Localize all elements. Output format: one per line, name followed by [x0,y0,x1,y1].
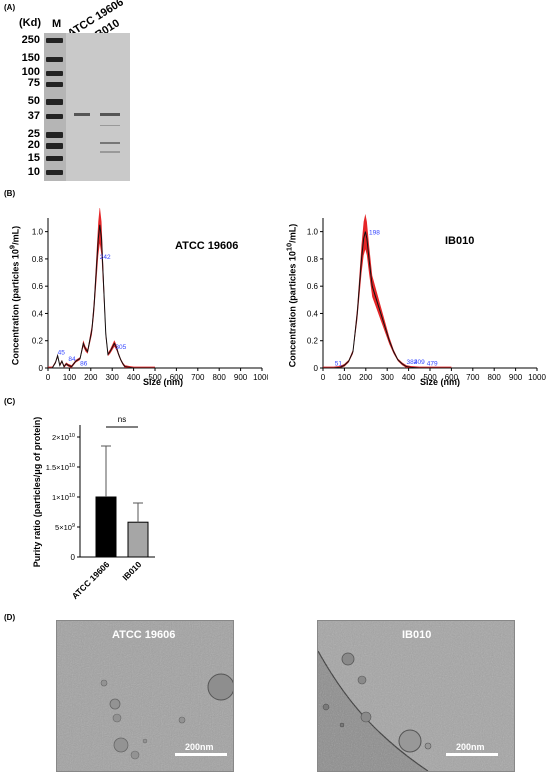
nta-ib010-ylabel: Concentration (particles 1010/mL) [284,223,298,368]
category-label: IB010 [120,559,143,582]
x-tick-label: 600 [445,373,459,382]
mean-line [323,231,452,369]
x-tick-label: 200 [359,373,373,382]
significance-label: ns [118,415,126,424]
bar [127,521,149,558]
nta-atcc-ylabel: Concentration (particles 109/mL) [7,225,21,366]
kd-label: (Kd) [19,17,41,29]
y-tick-label: 2×1010 [52,433,75,442]
kd-marker-150: 150 [21,52,40,64]
x-tick-label: 1000 [253,373,268,382]
y-tick-label: 0 [39,364,44,373]
x-tick-label: 1000 [528,373,546,382]
panel-label-b: (B) [4,189,16,198]
x-tick-label: 300 [381,373,395,382]
peak-label: 45 [58,349,66,356]
bar [95,496,117,558]
x-tick-label: 100 [63,373,77,382]
panel-label-d: (D) [4,613,16,622]
peak-label: 479 [427,360,438,367]
error-band [48,208,155,368]
gel-image [44,33,130,181]
purity-plot: 0 5×109 1×1010 1.5×1010 2×1010 ATCC 19606 IB01… [46,415,155,601]
y-tick-label: 0.2 [307,337,319,346]
x-tick-label: 0 [46,373,51,382]
x-tick-label: 800 [213,373,227,382]
marker-lane-label: M [52,18,62,30]
y-tick-label: 0 [71,553,76,562]
y-tick-label: 0.2 [32,337,44,346]
em-ib010-scale-label: 200nm [456,742,485,752]
peak-label: 242 [100,254,111,261]
y-tick-label: 0.4 [307,309,319,318]
y-tick-label: 1.0 [32,228,44,237]
nta-ib010-xlabel: Size (nm) [420,377,461,387]
x-tick-label: 0 [321,373,326,382]
peak-label: 86 [80,360,88,367]
x-tick-label: 800 [488,373,502,382]
kd-marker-10: 10 [27,166,40,178]
nta-chart-atcc: Concentration (particles 109/mL) ATCC 19… [0,200,270,396]
category-label: ATCC 19606 [70,559,112,601]
error-band [323,213,452,368]
kd-marker-50: 50 [27,95,40,107]
x-tick-label: 500 [423,373,437,382]
y-tick-label: 0 [314,364,319,373]
em-atcc-title: ATCC 19606 [112,629,176,641]
y-tick-label: 5×109 [55,523,75,532]
panel-label-c: (C) [4,397,16,406]
x-tick-label: 300 [106,373,120,382]
peak-label: 198 [369,229,380,236]
peak-label: 84 [68,356,76,363]
em-ib010-texture [318,621,514,771]
x-tick-label: 600 [170,373,184,382]
purity-bar-chart: Purity ratio (particles/μg of protein) 0… [0,405,200,615]
x-tick-label: 900 [234,373,248,382]
x-tick-label: 200 [84,373,98,382]
x-tick-label: 700 [191,373,205,382]
y-tick-label: 0.8 [32,255,44,264]
kd-marker-25: 25 [27,128,40,140]
y-tick-label: 1.5×1010 [46,463,75,472]
nta-atcc-plot: 0 0.2 0.4 0.6 0.8 1.0 0 100 200 300 400 500 600 700 80… [32,208,268,382]
nta-ib010-title: IB010 [445,235,475,247]
panel-label-a: (A) [4,3,16,12]
em-image-ib010: IB010 200nm [317,620,515,772]
y-tick-label: 1.0 [307,228,319,237]
nta-chart-ib010: Concentration (particles 1010/mL) IB010 … [275,200,550,396]
kd-marker-15: 15 [27,152,40,164]
nta-atcc-xlabel: Size (nm) [143,377,184,387]
y-tick-label: 0.6 [307,282,319,291]
kd-marker-250: 250 [21,34,40,46]
kd-marker-37: 37 [27,110,40,122]
x-tick-label: 400 [127,373,141,382]
x-tick-label: 900 [509,373,523,382]
em-atcc-scale-label: 200nm [185,742,214,752]
y-tick-label: 0.4 [32,309,44,318]
kd-marker-75: 75 [27,77,40,89]
x-tick-label: 500 [148,373,162,382]
mean-line [48,224,155,369]
x-tick-label: 100 [338,373,352,382]
peak-label: 382 [406,359,417,366]
x-tick-label: 400 [402,373,416,382]
peak-label: 305 [115,344,126,351]
peak-label: 409 [414,359,425,366]
y-tick-label: 0.6 [32,282,44,291]
em-ib010-title: IB010 [402,629,432,641]
y-tick-label: 1×1010 [52,493,75,502]
peak-label: 51 [335,360,343,367]
gel-figure: (Kd) M ATCC 19606 IB010 250 150 100 75 5… [0,0,160,185]
kd-marker-100: 100 [21,66,40,78]
nta-ib010-plot: 0 0.2 0.4 0.6 0.8 1.0 0 100 200 300 400 500 600 700 80… [307,213,546,382]
em-image-atcc: ATCC 19606 200nm [56,620,234,772]
em-atcc-texture [57,621,233,771]
y-tick-label: 0.8 [307,255,319,264]
kd-marker-20: 20 [27,139,40,151]
nta-atcc-title: ATCC 19606 [175,240,239,252]
x-tick-label: 700 [466,373,480,382]
